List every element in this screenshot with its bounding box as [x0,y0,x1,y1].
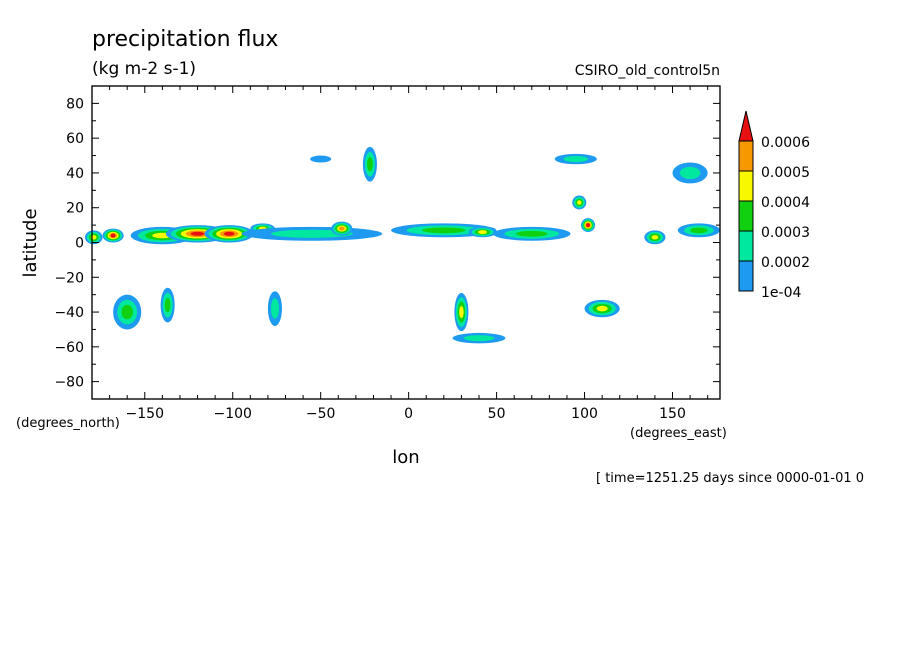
y-tick-label: 60 [66,131,84,147]
x-tick-label: 150 [659,406,686,422]
plot-area: −150 −100 −50 0 50 100 150 806040200−20−40−60−… [54,85,721,422]
colorbar-label: 1e-04 [761,285,801,301]
precip-feature [581,218,596,233]
precip-feature [204,225,254,243]
precip-feature [331,221,353,236]
contour-fill [515,230,548,237]
colorbar-max-triangle [738,110,754,142]
precip-feature [267,291,282,326]
contour-fill [367,157,373,172]
precip-feature [468,226,497,238]
contour-fill [577,200,582,205]
model-label: CSIRO_old_control5n [575,63,720,79]
contour-fill [596,305,608,312]
y-axis-label: latitude [20,208,41,277]
x-axis: −150 −100 −50 0 50 100 150 [91,86,709,422]
contour-fill [270,298,280,319]
y-tick-label: −40 [54,305,84,321]
precip-feature [493,226,571,241]
contour-fill [270,229,353,238]
contour-fill [164,297,171,313]
y-tick-label: −60 [54,340,84,356]
colorbar-label: 0.0005 [761,165,810,181]
contour-fill [310,155,332,163]
contour-fill [121,304,133,320]
precip-feature [310,155,332,163]
contour-fill [478,230,487,235]
colorbar-swatch [738,140,754,172]
precip-feature [454,292,469,332]
contour-fill [679,166,701,180]
y-units-label: (degrees_north) [16,416,120,431]
contour-fill [422,227,466,234]
contour-fill [563,155,589,163]
precip-feature [572,195,587,210]
chart-title: precipitation flux [92,27,278,52]
colorbar-label: 0.0003 [761,225,810,241]
x-axis-label: lon [392,447,419,468]
contour-fill [459,305,464,319]
precip-feature [84,230,103,245]
precip-feature [362,146,377,182]
x-tick-label: 100 [571,406,598,422]
precipitation-contours [84,146,720,344]
colorbar: 1e-04 0.0002 0.0003 0.0004 0.0005 0.0006 [738,110,810,301]
colorbar-label: 0.0004 [761,195,810,211]
units-label: (kg m-2 s-1) [92,59,196,79]
precip-feature [584,299,620,318]
contour-fill [339,226,345,231]
contour-fill [690,227,708,234]
precip-feature [677,223,720,238]
precip-feature [102,228,124,243]
contour-fill [223,231,235,236]
contour-fill [463,335,495,342]
colorbar-swatch [738,260,754,292]
plot-frame [91,85,721,400]
precip-feature [672,162,708,184]
precip-feature [554,153,597,165]
colorbar-label: 0.0006 [761,135,810,151]
time-note: [ time=1251.25 days since 0000-01-01 0 [596,471,864,486]
y-tick-label: 80 [66,96,84,112]
colorbar-swatch [738,200,754,232]
precip-feature [241,226,383,241]
x-tick-label: 0 [404,406,413,422]
x-tick-label: 50 [488,406,506,422]
y-tick-label: −20 [54,270,84,286]
contour-fill [586,223,591,228]
contour-fill [110,233,116,238]
x-tick-label: −150 [126,406,164,422]
colorbar-swatch [738,230,754,262]
contour-fill [190,231,205,236]
precip-feature [113,294,142,330]
precip-feature [160,287,175,323]
x-tick-label: −50 [306,406,336,422]
y-axis: 80 60 40 20 0 −20 −40 −60 −80 [54,85,720,400]
colorbar-label: 0.0002 [761,255,810,271]
plot-border [91,85,721,400]
x-units-label: (degrees_east) [630,426,727,441]
y-tick-label: 0 [75,236,84,252]
precip-feature [644,230,666,245]
y-tick-label: −80 [54,375,84,391]
contour-fill [651,235,659,240]
colorbar-swatch [738,170,754,202]
y-tick-label: 40 [66,166,84,182]
x-tick-label: −100 [214,406,252,422]
precip-feature [452,332,506,344]
y-tick-label: 20 [66,201,84,217]
